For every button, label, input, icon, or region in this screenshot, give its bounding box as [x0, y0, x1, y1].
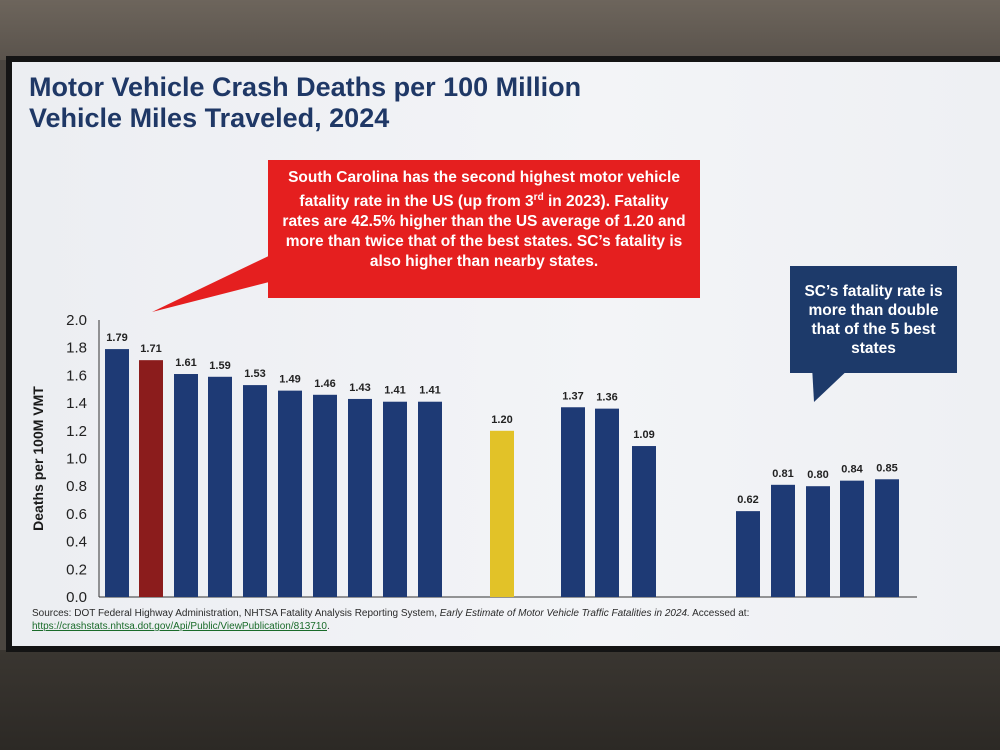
- y-tick-label: 1.2: [66, 423, 87, 440]
- bar-in: [875, 479, 899, 597]
- data-label-mn: 0.80: [807, 469, 828, 481]
- wall-background: [0, 0, 1000, 60]
- y-tick-label: 0.6: [66, 506, 87, 523]
- data-label-ma: 0.62: [737, 494, 758, 506]
- bar-or: [313, 394, 337, 597]
- slide-title: Motor Vehicle Crash Deaths per 100 Milli…: [29, 72, 581, 134]
- title-line-1: Motor Vehicle Crash Deaths per 100 Milli…: [29, 72, 582, 102]
- red-callout-text-part-1: South Carolina has the second highest mo…: [288, 169, 680, 211]
- bar-nv: [278, 390, 302, 597]
- sources-accessed: Accessed at:: [692, 608, 750, 619]
- data-label-ar: 1.53: [244, 368, 265, 380]
- bar-fl: [595, 408, 619, 597]
- red-callout-superscript: rd: [533, 192, 544, 203]
- bar-us: [490, 430, 514, 597]
- y-tick-label: 1.4: [66, 395, 87, 412]
- bar-mn: [806, 486, 830, 597]
- data-label-us: 1.20: [491, 414, 512, 426]
- bar-az: [208, 376, 232, 597]
- bar-tn: [418, 401, 442, 597]
- y-tick-label: 2.0: [66, 312, 87, 329]
- bar-ms: [105, 349, 129, 597]
- sources-text: Sources: DOT Federal Highway Administrat…: [32, 608, 437, 619]
- data-label-fl: 1.36: [596, 392, 617, 404]
- data-label-in: 0.85: [876, 462, 897, 474]
- y-tick-label: 0.0: [66, 589, 87, 602]
- title-line-2: Vehicle Miles Traveled, 2024: [29, 103, 390, 133]
- sources-note: Sources: DOT Federal Highway Administrat…: [32, 608, 750, 632]
- data-label-or: 1.46: [314, 378, 335, 390]
- bar-chart: Deaths per 100M VMT 0.0 0.2 0.4 0.6 0.8 1.0 1.2…: [30, 312, 917, 602]
- data-label-ms: 1.79: [106, 332, 127, 344]
- y-axis-title: Deaths per 100M VMT: [30, 386, 46, 531]
- bar-sc: [139, 360, 163, 597]
- bar-nm: [348, 398, 372, 597]
- bar-sd: [383, 401, 407, 597]
- sources-publication: Early Estimate of Motor Vehicle Traffic …: [439, 608, 690, 619]
- data-label-wv: 1.61: [175, 357, 196, 369]
- y-tick-label: 1.0: [66, 451, 87, 468]
- data-label-ga: 1.09: [633, 429, 654, 441]
- y-tick-label: 1.6: [66, 367, 87, 384]
- data-label-sd: 1.41: [384, 385, 405, 397]
- y-tick-label: 0.4: [66, 534, 87, 551]
- bar-nc: [561, 407, 585, 597]
- data-label-sc: 1.71: [140, 343, 161, 355]
- data-label-nm: 1.43: [349, 382, 370, 394]
- data-label-nv: 1.49: [279, 374, 300, 386]
- data-label-vt: 0.81: [772, 468, 793, 480]
- y-tick-label: 1.8: [66, 340, 87, 357]
- bar-ma: [736, 511, 760, 597]
- bar-ar: [243, 385, 267, 597]
- sources-link[interactable]: https://crashstats.nhtsa.dot.gov/Api/Pub…: [32, 621, 327, 632]
- red-callout-text-part-2: in 2023). Fatality rates are 42.5% highe…: [282, 193, 686, 271]
- blue-callout: SC’s fatality rate is more than double t…: [790, 266, 957, 373]
- y-tick-label: 0.8: [66, 478, 87, 495]
- red-callout-text: South Carolina has the second highest mo…: [268, 160, 700, 272]
- data-label-wi: 0.84: [841, 464, 863, 476]
- bar-vt: [771, 484, 795, 597]
- blue-callout-pointer: [812, 366, 852, 402]
- data-label-az: 1.59: [209, 360, 230, 372]
- y-tick-label: 0.2: [66, 561, 87, 578]
- bar-wi: [840, 480, 864, 597]
- blue-callout-text: SC’s fatality rate is more than double t…: [804, 283, 943, 357]
- red-callout-pointer: [152, 252, 277, 312]
- red-callout: South Carolina has the second highest mo…: [268, 160, 700, 298]
- slide: Motor Vehicle Crash Deaths per 100 Milli…: [12, 62, 1000, 646]
- bar-ga: [632, 446, 656, 597]
- data-label-tn: 1.41: [419, 385, 440, 397]
- data-label-nc: 1.37: [562, 390, 583, 402]
- bar-wv: [174, 374, 198, 597]
- wall-background-bottom: [0, 650, 1000, 750]
